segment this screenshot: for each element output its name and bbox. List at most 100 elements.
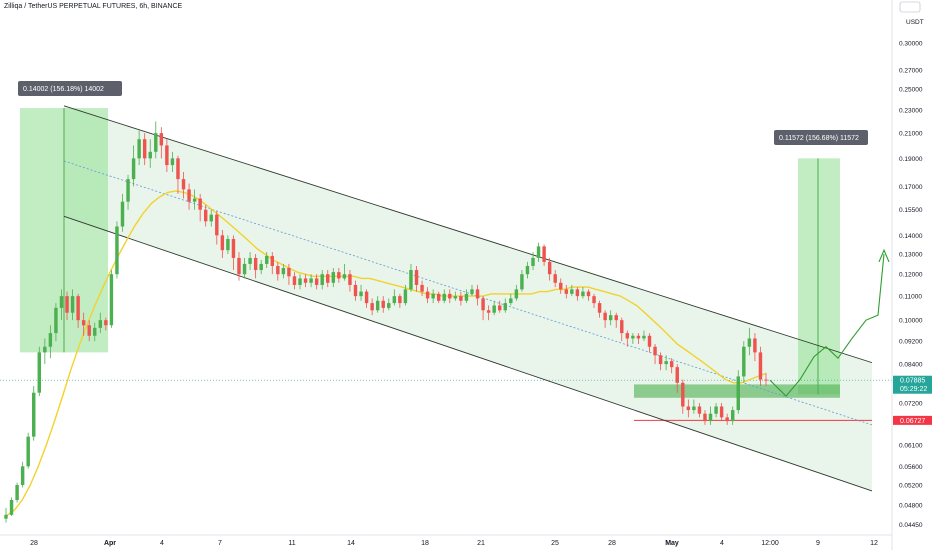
candle xyxy=(753,333,757,362)
candle xyxy=(697,402,702,418)
candle xyxy=(170,151,175,172)
candle-body xyxy=(48,333,53,347)
candle xyxy=(592,293,596,308)
candle-body xyxy=(398,296,402,304)
price-tick-label: 0.06100 xyxy=(899,442,923,449)
candle xyxy=(4,507,8,523)
candle-body xyxy=(76,296,80,321)
candle xyxy=(226,235,230,255)
candle xyxy=(614,312,618,328)
candle-body xyxy=(625,333,630,339)
candle xyxy=(298,274,302,290)
candle xyxy=(742,341,746,383)
candle-body xyxy=(93,327,97,336)
candle xyxy=(320,270,324,290)
candle-body xyxy=(370,303,374,311)
candle-body xyxy=(242,263,247,275)
candle-body xyxy=(697,406,702,414)
candle-body xyxy=(15,485,19,500)
candle xyxy=(20,461,25,488)
price-tick-label: 0.21000 xyxy=(899,131,923,138)
candle xyxy=(442,289,446,304)
candle xyxy=(536,242,541,262)
candle-body xyxy=(320,274,324,285)
candle xyxy=(242,257,247,279)
candle-body xyxy=(314,278,319,285)
shaded-regions xyxy=(20,105,872,491)
chart-title: Zilliqa / TetherUS PERPETUAL FUTURES, 6h… xyxy=(4,3,183,10)
candle xyxy=(475,284,480,306)
candle xyxy=(603,310,607,328)
candle-body xyxy=(725,417,729,422)
candle-body xyxy=(87,325,91,336)
candle-body xyxy=(109,274,114,326)
price-tick-label: 0.10000 xyxy=(899,318,923,325)
candle-body xyxy=(758,352,763,380)
candle-body xyxy=(498,305,502,311)
candle-body xyxy=(664,361,668,365)
candle xyxy=(403,284,408,306)
candle xyxy=(303,274,308,288)
candle-body xyxy=(276,265,280,275)
candle xyxy=(331,267,336,288)
candle xyxy=(486,305,491,321)
time-tick-label: 25 xyxy=(551,540,559,547)
candle-body xyxy=(32,392,36,437)
candle xyxy=(608,310,613,326)
candle xyxy=(464,289,469,304)
candle-body xyxy=(253,257,258,271)
candle xyxy=(159,127,164,159)
left-measure-label-bg xyxy=(18,81,122,96)
current-price-tag-countdown: 05:29:22 xyxy=(900,386,927,393)
candle-body xyxy=(475,289,480,299)
candle xyxy=(104,317,108,331)
candle-body xyxy=(159,133,164,146)
candle-body xyxy=(104,320,108,326)
time-tick-label: 9 xyxy=(816,540,820,547)
candle-body xyxy=(431,293,435,299)
candle-body xyxy=(115,226,119,275)
candle-body xyxy=(292,276,297,285)
time-tick-label: 28 xyxy=(608,540,616,547)
candle-body xyxy=(209,214,213,222)
candle xyxy=(137,130,141,166)
price-tick-label: 0.23000 xyxy=(899,108,923,115)
candle xyxy=(337,267,341,283)
candlestick-layer xyxy=(4,121,768,523)
candle-body xyxy=(181,179,186,190)
time-tick-label: 7 xyxy=(218,540,222,547)
candle-body xyxy=(81,320,86,326)
candle xyxy=(154,121,158,159)
candle xyxy=(309,274,313,288)
candle xyxy=(625,330,630,347)
candle-body xyxy=(137,139,141,159)
time-tick-label: 21 xyxy=(477,540,485,547)
candle xyxy=(681,379,685,414)
candle-body xyxy=(403,289,408,304)
candle xyxy=(414,265,419,292)
candle-body xyxy=(192,198,197,202)
candle xyxy=(453,291,458,301)
candle-body xyxy=(542,246,546,262)
candle-body xyxy=(331,272,336,283)
candle-body xyxy=(636,335,641,339)
candle xyxy=(9,497,14,516)
candle-body xyxy=(481,298,485,311)
candle-body xyxy=(381,300,385,308)
candle xyxy=(658,352,663,371)
candle xyxy=(392,289,397,306)
candle xyxy=(165,139,169,172)
candle xyxy=(436,291,441,304)
candle xyxy=(215,211,219,245)
candle xyxy=(259,259,263,275)
candle xyxy=(220,230,225,258)
candle-body xyxy=(559,282,563,290)
time-axis-layer: 28 Apr 4 7 11 14 18 21 25 28 May 4 12:00 9 12 xyxy=(0,534,892,547)
candle-body xyxy=(287,267,291,277)
candle xyxy=(425,287,430,304)
candle-body xyxy=(20,466,25,486)
candle xyxy=(326,270,330,288)
candle xyxy=(431,289,435,304)
candle-body xyxy=(414,270,419,285)
